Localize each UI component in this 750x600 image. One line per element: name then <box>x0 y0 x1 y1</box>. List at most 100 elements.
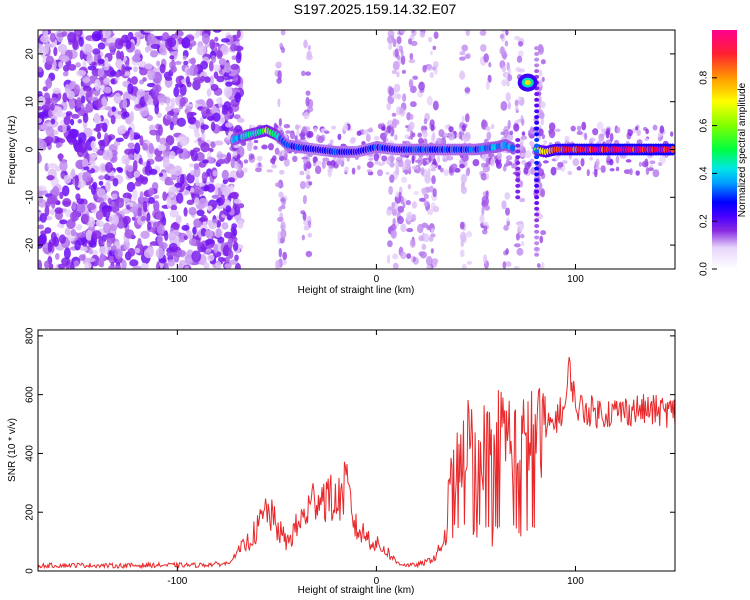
spectrogram-noise-blob <box>198 182 206 187</box>
spectrogram-band-blob <box>329 139 334 145</box>
spectrogram-band-blob <box>344 166 349 173</box>
spectrogram-noise-blob <box>97 131 102 140</box>
spectrogram-noise-blob <box>413 190 419 196</box>
spectrogram-noise-blob <box>86 53 94 65</box>
spectrogram-noise-blob <box>540 101 546 109</box>
spectrogram-noise-blob <box>278 247 282 258</box>
spectrogram-spike <box>515 172 521 177</box>
spectrogram-band-blob <box>625 159 632 163</box>
spectrogram-noise-blob <box>407 183 412 190</box>
spectrogram-noise-blob <box>501 65 507 73</box>
spectrogram-noise-blob <box>85 103 91 112</box>
spectrogram-band-blob <box>395 166 400 176</box>
spectrogram-noise-blob <box>149 124 156 131</box>
spectrogram-noise-blob <box>218 58 227 66</box>
spectrogram-noise-blob <box>233 198 242 204</box>
spectrogram-noise-blob <box>210 141 216 149</box>
spectrogram-band-blob <box>570 125 576 132</box>
spectrogram-noise-blob <box>133 170 141 177</box>
spectrogram-noise-blob <box>141 111 150 116</box>
spectrogram-noise-blob <box>229 43 238 52</box>
spectrogram-noise-blob <box>195 30 201 37</box>
spectrogram-noise-blob <box>392 60 400 71</box>
spectrogram-noise-blob <box>59 160 68 172</box>
spectrogram-noise-blob <box>432 100 439 111</box>
spectrogram-noise-blob <box>47 163 58 169</box>
spectrogram-spike <box>534 235 540 240</box>
spectrogram-band-blob <box>615 155 620 164</box>
spectrogram-band-blob <box>240 141 247 147</box>
spectrogram-band-blob <box>586 169 590 177</box>
spectrogram-noise-blob <box>276 216 284 223</box>
snr-panel: -100 0 100 0 200 400 600 800 Height of straight… <box>7 327 676 596</box>
spectrogram-band-blob <box>306 131 314 138</box>
spectrogram-noise-blob <box>149 50 159 58</box>
spectrogram-noise-blob <box>230 191 239 199</box>
spectrogram-noise-blob <box>505 248 509 255</box>
spectrogram-band-blob <box>520 135 528 140</box>
spectrogram-noise-blob <box>396 93 402 100</box>
spectrogram-noise-blob <box>98 245 109 256</box>
spectrogram-noise-blob <box>204 239 215 245</box>
spectrogram-band-blob <box>537 168 545 177</box>
spectrogram-band-blob <box>541 133 546 140</box>
spectrogram-noise-blob <box>128 153 134 160</box>
spectrogram-band-blob <box>430 167 437 172</box>
spectrogram-spike <box>534 51 540 56</box>
spectrogram-band-blob <box>606 154 611 162</box>
spectrogram-band-blob <box>584 132 588 141</box>
spectrogram-noise-blob <box>59 191 64 200</box>
spectrogram-noise-blob <box>158 172 164 177</box>
spectrogram-noise-blob <box>231 223 238 230</box>
spectrogram-noise-blob <box>76 202 86 214</box>
spectrogram-noise-blob <box>429 72 435 79</box>
spectrogram-spike <box>534 92 540 97</box>
spectrogram-noise-blob <box>423 233 430 243</box>
spectrogram-noise-blob <box>69 261 75 269</box>
spectrogram-band-blob <box>336 156 344 166</box>
spectrogram-band-blob <box>314 165 322 175</box>
spectrogram-noise-blob <box>392 38 397 48</box>
spectrogram-band-blob <box>538 128 544 137</box>
spectrogram-noise-blob <box>173 112 178 119</box>
spectrogram-noise-blob <box>154 155 164 162</box>
spectrogram-noise-blob <box>214 140 224 146</box>
spectrogram-band-blob <box>463 139 467 144</box>
spectrogram-noise-blob <box>538 69 543 77</box>
spectrogram-spike <box>534 252 540 257</box>
spectrogram-noise-blob <box>429 185 434 193</box>
spectrogram-noise-blob <box>388 87 395 96</box>
spectrogram-noise-blob <box>95 220 101 226</box>
spectrogram-noise-blob <box>110 245 117 252</box>
spectrogram-band-blob <box>599 133 605 138</box>
spectrogram-noise-blob <box>209 75 215 88</box>
spectrogram-noise-blob <box>397 205 405 213</box>
spectrogram-noise-blob <box>235 52 242 64</box>
spectrogram-noise-blob <box>134 247 141 254</box>
spectrogram-noise-blob <box>223 85 233 98</box>
spectrogram-noise-blob <box>125 59 130 67</box>
spectrogram-noise-blob <box>221 222 229 230</box>
spectrogram-band-blob <box>386 125 392 134</box>
spectrogram-band-blob <box>368 157 374 161</box>
spectrogram-noise-blob <box>506 261 512 267</box>
spectrogram-band-blob <box>300 136 306 141</box>
spectrogram-noise-blob <box>225 205 232 213</box>
spectrogram-noise-blob <box>38 138 44 150</box>
spectrogram-band-blob <box>414 159 422 163</box>
colorbar-gradient <box>712 30 737 269</box>
spectrogram-noise-blob <box>114 248 123 260</box>
spectrogram-noise-blob <box>389 161 395 168</box>
spectrogram-noise-blob <box>187 116 197 125</box>
spectrogram-noise-blob <box>172 107 181 113</box>
spectrogram-noise-blob <box>115 137 124 143</box>
spectrogram-band-blob <box>446 155 454 161</box>
spectrogram-band-blob <box>557 161 564 168</box>
spectrogram-xtick-label: 100 <box>567 274 584 285</box>
spectrogram-noise-blob <box>423 200 429 207</box>
spectrogram-noise-blob <box>166 197 172 209</box>
spectrogram-noise-blob <box>50 103 55 111</box>
spectrogram-noise-blob <box>111 106 117 112</box>
spectrogram-noise-blob <box>198 197 209 209</box>
spectrogram-noise-blob <box>386 102 392 111</box>
